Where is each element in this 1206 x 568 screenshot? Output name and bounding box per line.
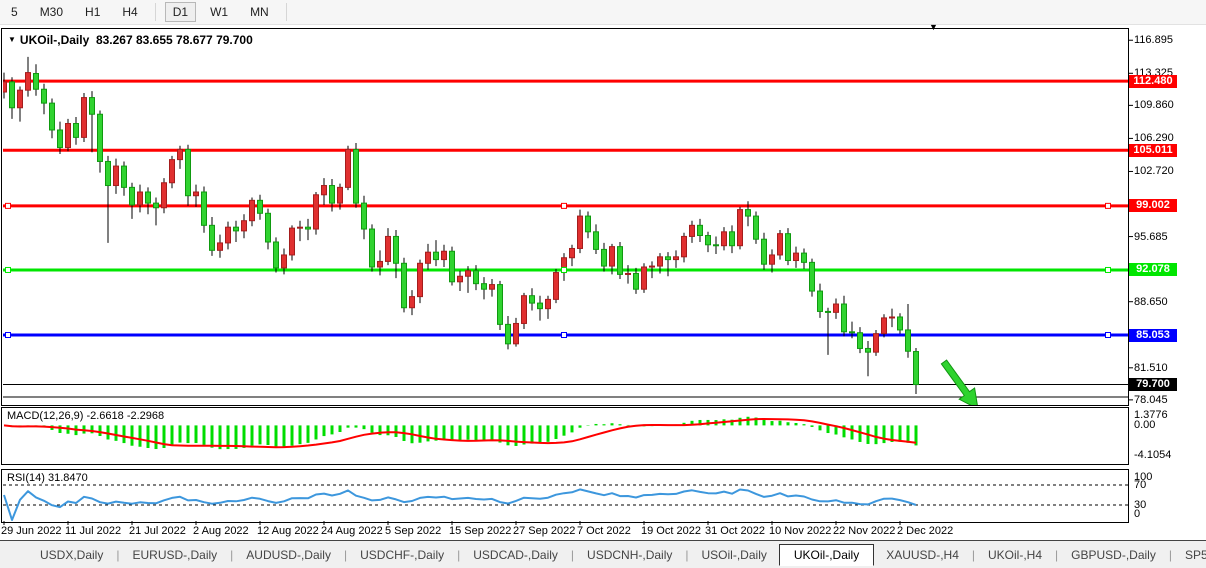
date-label: 22 Nov 2022 [833,525,896,537]
timeframe-button-w1[interactable]: W1 [210,5,229,19]
tab-separator: | [343,547,348,562]
main-chart-panel[interactable] [1,28,1129,406]
current-bar-marker-icon: ▼ [929,22,938,32]
chart-title-ohlc: 83.267 83.655 78.677 79.700 [95,33,253,47]
price-tick-label: 109.860 [1134,99,1174,112]
symbol-tab-audusd-daily[interactable]: AUDUSD-,Daily [246,547,331,562]
rsi-scale-label: 0 [1134,508,1141,520]
timeframe-toolbar: 5 M30 H1 H4 D1 W1 MN [0,0,1206,25]
rsi-scale-label: 100 [1134,471,1153,483]
date-label: 5 Sep 2022 [385,525,442,537]
symbol-tab-usdchf-daily[interactable]: USDCHF-,Daily [360,547,445,562]
toolbar-separator [154,3,156,21]
timeframe-button-5[interactable]: 5 [11,5,18,19]
price-badge-level: 92.078 [1129,263,1177,277]
toolbar-separator [285,3,287,21]
price-tick-label: 78.045 [1134,393,1168,406]
tab-separator: | [685,547,689,562]
symbol-tab-bar: USDX,Daily | EURUSD-,Daily | AUDUSD-,Daily | U… [0,541,1206,568]
tab-separator: | [1055,547,1059,562]
tab-separator: | [971,547,976,562]
chart-menu-triangle-icon[interactable]: ▼ [8,35,16,44]
timeframe-button-d1[interactable]: D1 [164,2,197,22]
date-label: 7 Oct 2022 [577,525,631,537]
symbol-tab-sp500-h4[interactable]: SP500-,H4 [1184,547,1206,562]
date-label: 29 Jun 2022 [1,525,62,537]
timeframe-button-h4[interactable]: H4 [122,5,138,19]
date-label: 11 Jul 2022 [65,525,122,537]
date-label: 19 Oct 2022 [641,525,701,537]
tab-separator: | [230,547,234,562]
chart-title: ▼ UKOil-,Daily 83.267 83.655 78.677 79.70… [8,33,253,47]
tab-separator: | [116,547,120,562]
date-label: 24 Aug 2022 [321,525,383,537]
date-label: 15 Sep 2022 [449,525,512,537]
price-tick-label: 116.895 [1134,34,1173,47]
timeframe-button-m30[interactable]: M30 [39,5,64,19]
symbol-tab-ukoil-h4[interactable]: UKOil-,H4 [988,547,1043,562]
price-tick-label: 102.720 [1134,165,1174,178]
timeframe-button-mn[interactable]: MN [250,5,269,19]
chart-window-bottom-border [0,540,1206,541]
symbol-tab-eurusd-daily[interactable]: EURUSD-,Daily [132,547,218,562]
macd-indicator-label: MACD(12,26,9) -2.6618 -2.2968 [7,410,165,422]
symbol-tab-gbpusd-daily[interactable]: GBPUSD-,Daily [1071,547,1156,562]
timeframe-button-h1[interactable]: H1 [85,5,101,19]
date-label: 2 Aug 2022 [193,525,249,537]
macd-scale-label: 1.3776 [1134,409,1168,422]
symbol-tab-usdcad-daily[interactable]: USDCAD-,Daily [473,547,558,562]
macd-scale-label: 0.00 [1134,419,1156,432]
macd-scale-label: -4.1054 [1134,449,1172,462]
date-label: 27 Sep 2022 [513,525,576,537]
tab-separator: | [570,547,575,562]
rsi-panel[interactable] [1,469,1129,523]
price-badge-current: 79.700 [1129,378,1177,392]
price-badge-level: 99.002 [1129,199,1177,213]
price-badge-level: 105.011 [1129,143,1177,157]
date-label: 31 Oct 2022 [705,525,765,537]
rsi-scale-label: 70 [1134,479,1147,491]
symbol-tab-ukoil-daily[interactable]: UKOil-,Daily [778,543,875,566]
symbol-tab-usoil-daily[interactable]: USOil-,Daily [701,547,767,562]
date-label: 21 Jul 2022 [129,525,186,537]
price-tick-label: 81.510 [1134,361,1168,374]
price-badge-level: 112.480 [1129,74,1177,88]
date-label: 2 Dec 2022 [897,525,954,537]
date-label: 12 Aug 2022 [257,525,319,537]
price-tick-label: 106.290 [1134,132,1174,145]
tab-separator: | [457,547,461,562]
date-label: 10 Nov 2022 [769,525,832,537]
price-badge-level: 85.053 [1129,328,1177,342]
rsi-scale-label: 30 [1134,499,1147,511]
symbol-tab-xauusd-h4[interactable]: XAUUSD-,H4 [886,547,959,562]
chart-title-symbol: UKOil-,Daily [19,33,90,47]
symbol-tab-usdx-daily[interactable]: USDX,Daily [40,547,104,562]
tab-separator: | [1168,547,1172,562]
price-tick-label: 88.650 [1134,295,1168,308]
macd-panel[interactable] [1,407,1129,465]
symbol-tab-usdcnh-daily[interactable]: USDCNH-,Daily [587,547,673,562]
price-tick-label: 95.685 [1134,230,1168,243]
rsi-indicator-label: RSI(14) 31.8470 [7,472,88,484]
